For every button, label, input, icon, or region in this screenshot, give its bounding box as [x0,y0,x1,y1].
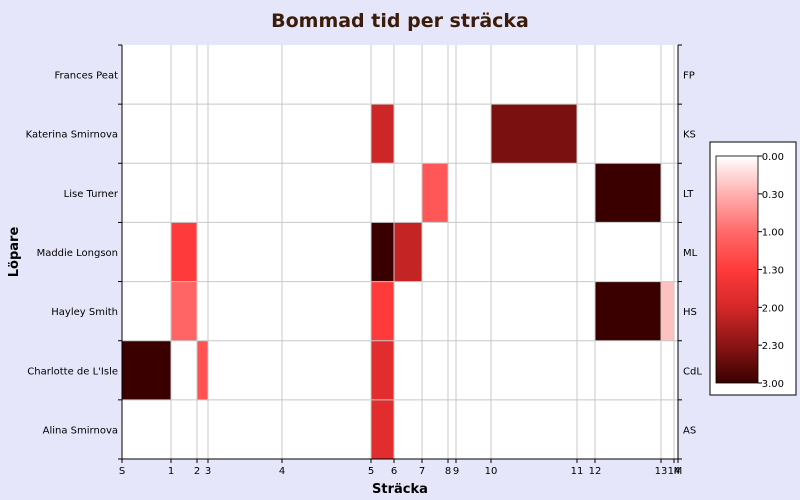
x-tick-label: 10 [485,466,498,477]
x-tick-label: 6 [391,466,397,477]
x-tick-label: 1 [168,466,174,477]
y-right-tick-label: FP [683,71,695,82]
x-tick-label: 12 [589,466,602,477]
heatmap-cell [197,340,208,400]
y-right-tick-labels: FP KS LT ML HS CdL AS [683,71,702,437]
x-tick-labels: S 1 2 3 4 5 6 7 8 9 10 11 12 13 14M [119,466,683,477]
heatmap-cell [371,399,394,459]
y-tick-label: Hayley Smith [51,307,118,318]
x-tick-label: 14 [668,466,681,477]
x-tick-label: 11 [571,466,584,477]
x-tick-label: 13 [655,466,668,477]
x-tick-label: 5 [368,466,374,477]
axes [118,44,682,463]
y-tick-label: Frances Peat [54,71,118,82]
heatmap-cells [122,104,674,459]
y-right-tick-label: CdL [683,366,702,377]
x-tick-label: 8 [445,466,451,477]
y-right-tick-label: KS [683,130,696,141]
x-tick-label: M [674,466,683,477]
colorbar-tick-label: 1.00 [762,228,784,239]
colorbar-tick-label: 0.00 [762,152,784,163]
heatmap-cell [171,222,197,282]
y-axis-title: Löpare [7,227,22,278]
y-tick-labels: Frances Peat Katerina Smirnova Lise Turner… [26,71,119,437]
color-legend: 0.00 0.30 1.00 1.30 2.00 2.30 3.00 [709,141,797,396]
x-tick-label: 3 [205,466,211,477]
heatmap-cell [422,163,448,223]
x-tick-label: 4 [279,466,285,477]
heatmap-cell [371,104,394,164]
y-tick-label: Maddie Longson [37,248,118,259]
x-axis-title: Sträcka [372,482,428,497]
colorbar [715,155,759,384]
y-right-tick-label: AS [683,425,696,436]
y-right-tick-label: HS [683,307,697,318]
chart-title: Bommad tid per sträcka [271,10,529,32]
colorbar-tick-label: 2.00 [762,303,784,314]
x-tick-label: S [119,466,125,477]
y-tick-label: Charlotte de L'Isle [27,366,118,377]
heatmap-cell [394,222,422,282]
y-tick-label: Katerina Smirnova [26,130,118,141]
heatmap-cell [661,281,674,341]
heatmap-cell [122,340,171,400]
colorbar-tick-label: 1.30 [762,266,784,277]
colorbar-labels: 0.00 0.30 1.00 1.30 2.00 2.30 3.00 [758,152,784,390]
heatmap-cell [371,340,394,400]
heatmap-cell [595,163,661,223]
x-tick-label: 9 [453,466,459,477]
heatmap-cell [491,104,577,164]
y-tick-label: Lise Turner [64,189,119,200]
heatmap-cell [371,222,394,282]
colorbar-tick-label: 2.30 [762,341,784,352]
x-tick-label: 2 [194,466,200,477]
y-right-tick-label: LT [683,189,694,200]
y-right-tick-label: ML [683,248,698,259]
heatmap-cell [595,281,661,341]
heatmap-cell [371,281,394,341]
heatmap-cell [171,281,197,341]
y-tick-label: Alina Smirnova [43,425,118,436]
colorbar-tick-label: 3.00 [762,379,784,390]
x-tick-label: 7 [419,466,425,477]
colorbar-tick-label: 0.30 [762,190,784,201]
